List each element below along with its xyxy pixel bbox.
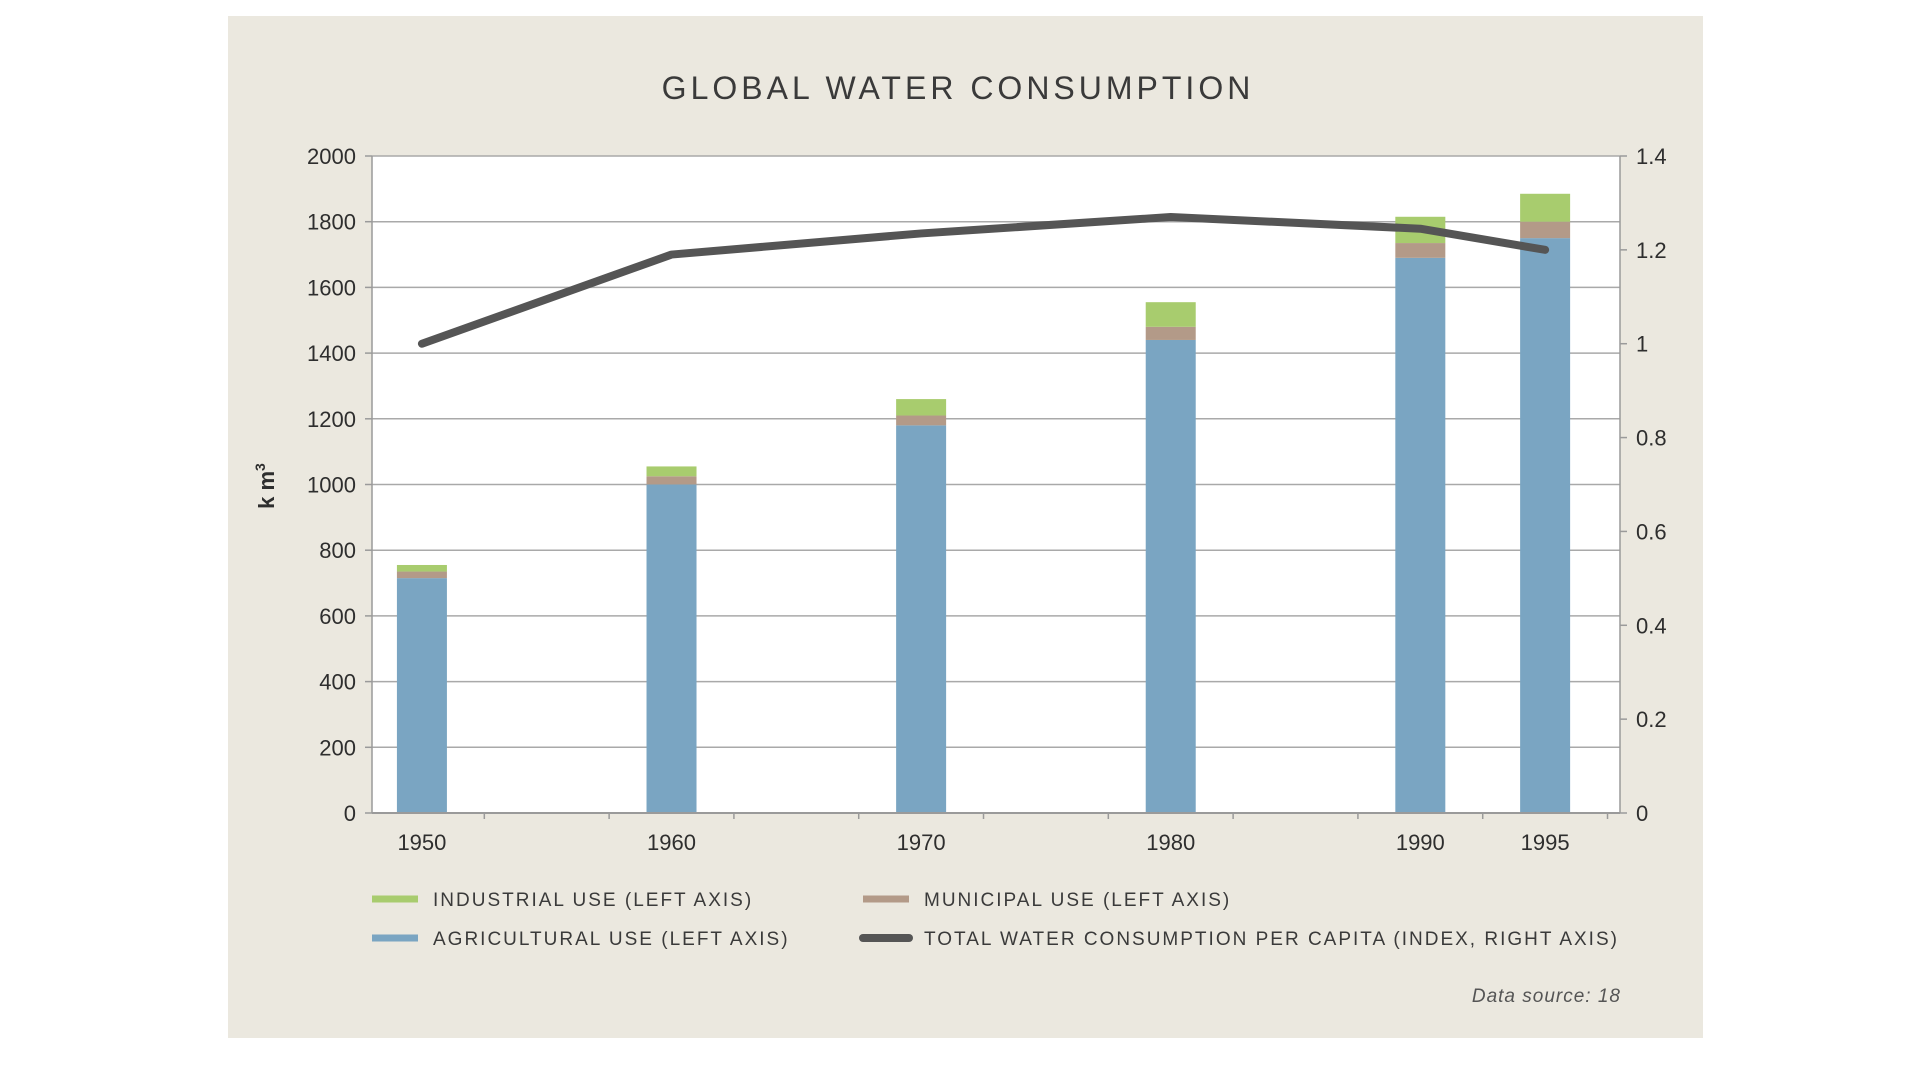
y-right-tick-label: 0.6 [1636, 519, 1667, 544]
y-tick-label: 1600 [307, 275, 356, 300]
y-right-tick-label: 0.2 [1636, 707, 1667, 732]
legend-label: AGRICULTURAL USE (LEFT AXIS) [433, 929, 790, 950]
y-axis-label-main: k m [254, 471, 279, 509]
bar-segment [1520, 221, 1571, 239]
x-tick-label: 1970 [897, 830, 946, 855]
legend-label: TOTAL WATER CONSUMPTION PER CAPITA (INDE… [924, 929, 1619, 950]
y-right-tick-label: 1.4 [1636, 144, 1667, 169]
axes-layer [371, 156, 1621, 819]
chart-svg: GLOBAL WATER CONSUMPTION 020040060080010… [252, 70, 1667, 1007]
y-tick-label: 2000 [307, 144, 356, 169]
y-axis-label-sup: 3 [252, 463, 268, 471]
y-right-tick-label: 0.4 [1636, 613, 1667, 638]
y-axis-label: k m3 [252, 463, 279, 509]
bars-layer [396, 193, 1571, 813]
bar-segment [646, 466, 697, 477]
bar-segment [1520, 238, 1571, 813]
legend-label: MUNICIPAL USE (LEFT AXIS) [924, 890, 1231, 911]
y-tick-label: 1400 [307, 341, 356, 366]
y-right-tick-label: 1 [1636, 332, 1648, 357]
y-right-tick-label: 0 [1636, 801, 1648, 826]
legend: INDUSTRIAL USE (LEFT AXIS) MUNICIPAL USE … [372, 890, 1619, 950]
bar-segment [896, 415, 947, 426]
y-tick-label: 1800 [307, 210, 356, 235]
bar-segment [396, 564, 447, 572]
bar-segment [396, 578, 447, 813]
bar-segment [1145, 326, 1196, 340]
x-tick-label: 1950 [397, 830, 446, 855]
y-tick-label: 1200 [307, 407, 356, 432]
y-tick-label: 1000 [307, 473, 356, 498]
x-tick-label: 1995 [1521, 830, 1570, 855]
bar-segment [896, 399, 947, 416]
per-capita-line [417, 213, 1550, 348]
bar-segment [1520, 193, 1571, 222]
y-tick-label: 0 [344, 801, 356, 826]
bar-segment [646, 476, 697, 485]
bar-segment [896, 425, 947, 813]
bar-segment [646, 484, 697, 813]
bar-segment [1395, 243, 1446, 258]
y-right-tick-label: 0.8 [1636, 426, 1667, 451]
y-tick-label: 600 [319, 604, 356, 629]
bar-segment [1145, 339, 1196, 813]
line-layer [417, 213, 1550, 348]
data-source-note: Data source: 18 [1472, 986, 1621, 1007]
x-tick-label: 1990 [1396, 830, 1445, 855]
x-tick-label: 1980 [1146, 830, 1195, 855]
y-tick-label: 400 [319, 670, 356, 695]
y-tick-label: 200 [319, 735, 356, 760]
y-tick-label: 800 [319, 538, 356, 563]
bar-segment [1395, 257, 1446, 813]
y-right-tick-label: 1.2 [1636, 238, 1667, 263]
x-tick-label: 1960 [647, 830, 696, 855]
bar-segment [396, 571, 447, 579]
chart-panel: GLOBAL WATER CONSUMPTION 0 200 400 600 800 10… [228, 16, 1703, 1038]
labels-layer: 0 200 400 600 800 1000 1200 1400 1600 1800 2000 0 0.… [307, 144, 1667, 855]
chart-title: GLOBAL WATER CONSUMPTION [662, 70, 1255, 106]
legend-label: INDUSTRIAL USE (LEFT AXIS) [433, 890, 753, 911]
bar-segment [1145, 302, 1196, 327]
